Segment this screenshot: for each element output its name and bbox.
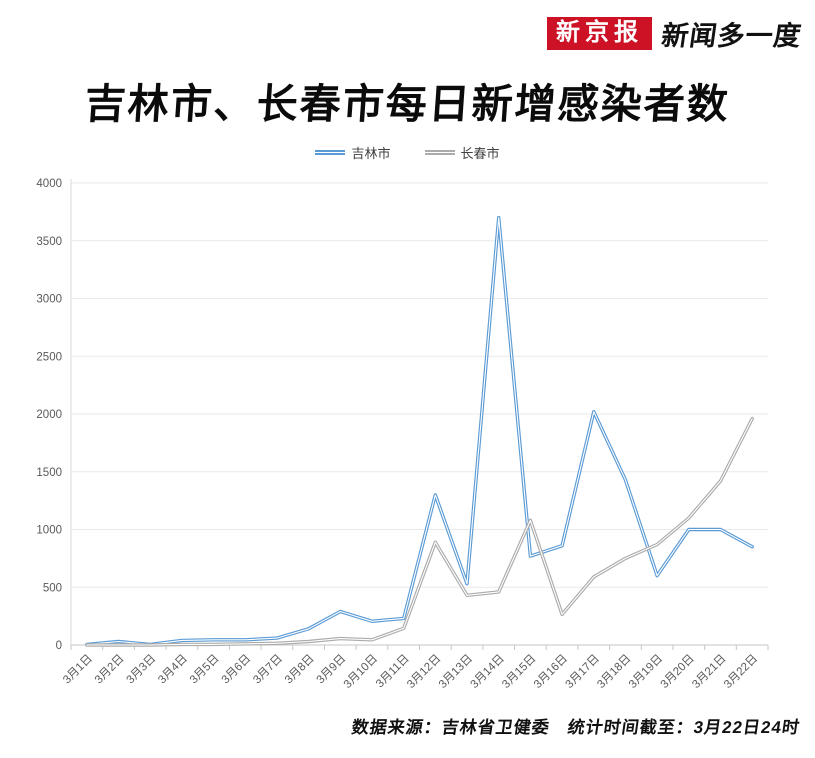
legend-label-changchun: 长春市: [460, 146, 500, 161]
x-axis-tick-label: 3月2日: [93, 653, 127, 687]
x-axis-tick-label: 3月5日: [188, 653, 222, 687]
x-axis-tick-label: 3月8日: [283, 653, 317, 687]
changchun-line-swatch: [424, 150, 455, 155]
x-axis-tick-label: 3月19日: [627, 653, 665, 691]
newspaper-logo-badge: 新京报: [547, 17, 652, 50]
y-axis-tick-label: 0: [56, 640, 62, 652]
x-axis-tick-label: 3月3日: [125, 653, 159, 687]
y-axis-tick-label: 2500: [36, 351, 62, 363]
x-axis-tick-label: 3月13日: [437, 653, 475, 691]
y-axis-tick-label: 500: [43, 582, 62, 594]
x-axis-tick-label: 3月21日: [690, 653, 728, 691]
x-axis-tick-label: 3月17日: [564, 653, 602, 691]
series-line-core: [86, 418, 753, 646]
y-axis-tick-label: 2000: [36, 409, 62, 421]
legend-item-jilin: 吉林市: [315, 143, 391, 162]
header-brand: 新京报 新闻多一度: [547, 14, 804, 53]
y-axis-tick-label: 1000: [36, 525, 62, 537]
x-axis-tick-label: 3月6日: [220, 653, 254, 687]
x-axis-tick-label: 3月20日: [659, 653, 697, 691]
x-axis-tick-label: 3月10日: [342, 653, 380, 691]
data-source-note: 数据来源：吉林省卫健委 统计时间截至：3月22日24时: [350, 718, 802, 737]
y-axis-tick-label: 4000: [36, 178, 62, 190]
x-axis-tick-label: 3月14日: [469, 653, 507, 691]
chart-legend: 吉林市 长春市: [0, 143, 815, 162]
y-axis-tick-label: 3500: [36, 236, 62, 248]
legend-item-changchun: 长春市: [424, 143, 500, 162]
series-line-长春市: [85, 416, 754, 647]
y-axis-tick-label: 3000: [36, 294, 62, 306]
x-axis-tick-label: 3月22日: [722, 653, 760, 691]
jilin-line-swatch: [315, 150, 346, 155]
x-axis-tick-label: 3月7日: [251, 653, 285, 687]
x-axis-tick-label: 3月1日: [61, 653, 95, 687]
x-axis-tick-label: 3月16日: [532, 653, 570, 691]
x-axis-tick-label: 3月12日: [405, 653, 443, 691]
series-line-core: [86, 217, 753, 645]
x-axis-tick-label: 3月15日: [500, 653, 538, 691]
y-axis-tick-label: 1500: [36, 467, 62, 479]
x-axis-tick-label: 3月18日: [595, 653, 633, 691]
x-axis-tick-label: 3月4日: [156, 653, 190, 687]
legend-label-jilin: 吉林市: [351, 146, 391, 161]
